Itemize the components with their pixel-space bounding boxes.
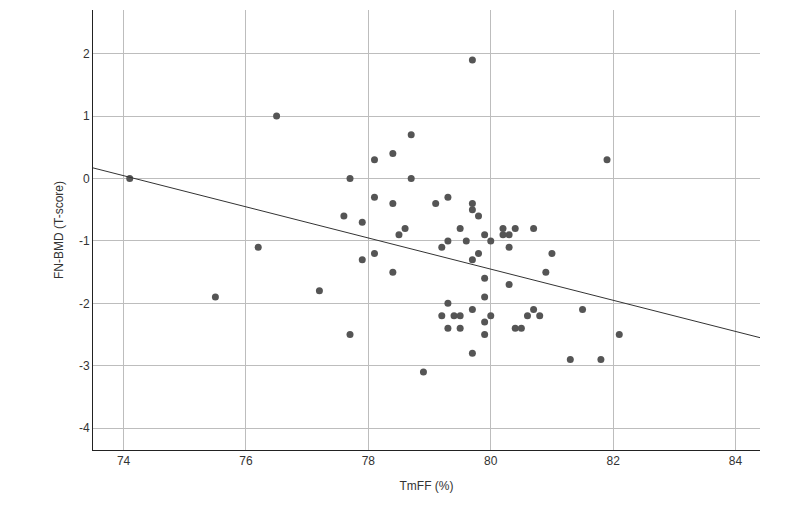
svg-text:TmFF (%): TmFF (%) — [400, 479, 454, 493]
svg-text:-4: -4 — [79, 421, 90, 435]
svg-text:1: 1 — [83, 109, 90, 123]
svg-text:-2: -2 — [79, 297, 90, 311]
svg-text:76: 76 — [239, 454, 253, 468]
svg-text:78: 78 — [362, 454, 376, 468]
svg-text:0: 0 — [83, 172, 90, 186]
svg-text:FN-BMD (T-score): FN-BMD (T-score) — [52, 181, 66, 279]
svg-text:80: 80 — [484, 454, 498, 468]
svg-text:84: 84 — [729, 454, 743, 468]
svg-text:2: 2 — [83, 47, 90, 61]
svg-text:82: 82 — [606, 454, 620, 468]
svg-text:-1: -1 — [79, 234, 90, 248]
svg-text:-3: -3 — [79, 359, 90, 373]
svg-text:74: 74 — [117, 454, 131, 468]
